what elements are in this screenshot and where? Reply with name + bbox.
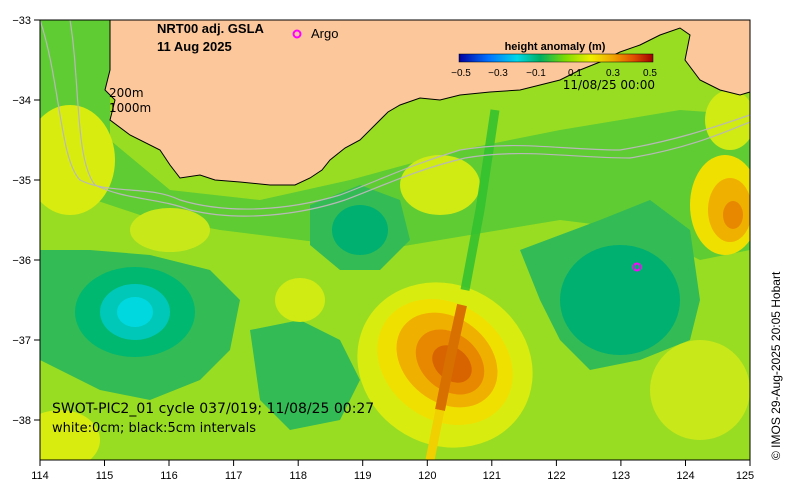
x-axis-ticks: [39, 460, 751, 466]
colorbar-ticks: −0.5 −0.3 −0.1 0.1 0.3 0.5: [451, 68, 657, 79]
swot-swath: [460, 109, 500, 291]
argo-legend-label: Argo: [311, 26, 338, 41]
swot-swath-warm: [435, 303, 467, 411]
x-tick-label: 121: [483, 470, 501, 482]
isobath-1000m-label: 1000m: [109, 101, 151, 115]
y-tick-label: −34: [12, 95, 31, 107]
x-tick-label: 118: [289, 470, 307, 482]
y-axis-ticks: [34, 19, 40, 421]
y-tick-label: −33: [12, 15, 31, 27]
map-frame: [39, 19, 751, 461]
argo-float-marker: [632, 262, 642, 272]
x-tick-label: 120: [418, 470, 436, 482]
y-tick-label: −35: [12, 175, 31, 187]
swot-contour-label: white:0cm; black:5cm intervals: [52, 421, 256, 436]
x-tick-label: 122: [547, 470, 565, 482]
x-tick-label: 114: [31, 470, 49, 482]
yellow-area-center-west: [275, 278, 325, 322]
green-band-north: [40, 20, 750, 260]
credit-label: © IMOS 29-Aug-2025 20:05 Hobart: [769, 271, 783, 460]
x-tick-label: 124: [676, 470, 694, 482]
x-tick-label: 116: [160, 470, 178, 482]
swot-swath-south: [425, 409, 445, 460]
argo-legend-icon: [292, 29, 302, 39]
green-region-south-central: [250, 320, 360, 430]
yellow-area-east-margin: [705, 90, 750, 150]
colorbar-tick-label: −0.3: [488, 68, 508, 79]
isobath-1000m: [69, 20, 750, 217]
colorbar-tick-label: 0.5: [643, 68, 657, 79]
yellow-area-west-coast: [130, 208, 210, 252]
x-tick-label: 117: [225, 470, 243, 482]
colorbar-tick-label: 0.3: [606, 68, 620, 79]
cold-eddy-central: [332, 205, 388, 255]
isobath-200m-label: 200m: [109, 86, 144, 100]
colorbar-tick-label: −0.5: [451, 68, 471, 79]
colorbar-tick-label: −0.1: [526, 68, 546, 79]
colorbar-bar: [458, 53, 654, 63]
colorbar-title: height anomaly (m): [505, 41, 606, 53]
y-tick-label: −36: [12, 255, 31, 267]
swot-pass-label: SWOT-PIC2_01 cycle 037/019; 11/08/25 00:…: [52, 401, 374, 417]
x-tick-label: 119: [354, 470, 372, 482]
map-title-line2: 11 Aug 2025: [157, 39, 232, 54]
cold-eddy-west-core: [117, 297, 153, 327]
yellow-area-northwest: [40, 105, 115, 215]
x-tick-label: 115: [96, 470, 114, 482]
isobath-200m: [40, 20, 750, 210]
yellow-area-south-east: [650, 340, 750, 440]
yellow-area-north-central: [400, 155, 480, 215]
x-tick-label: 125: [736, 470, 754, 482]
y-tick-label: −38: [12, 415, 31, 427]
yellow-area-south-west: [40, 410, 100, 460]
y-axis: −33 −34 −35 −36 −37 −38: [12, 15, 40, 427]
colorbar-tick-label: 0.1: [568, 68, 582, 79]
y-tick-label: −37: [12, 335, 31, 347]
colorbar-time-label: 11/08/25 00:00: [563, 78, 655, 92]
x-tick-label: 123: [612, 470, 630, 482]
cold-eddy-east: [560, 245, 680, 355]
x-axis: 114 115 116 117 118 119 120 121 122 123 …: [31, 460, 754, 482]
map-title-line1: NRT00 adj. GSLA: [157, 21, 265, 36]
warm-eddy-east-core: [723, 201, 743, 229]
